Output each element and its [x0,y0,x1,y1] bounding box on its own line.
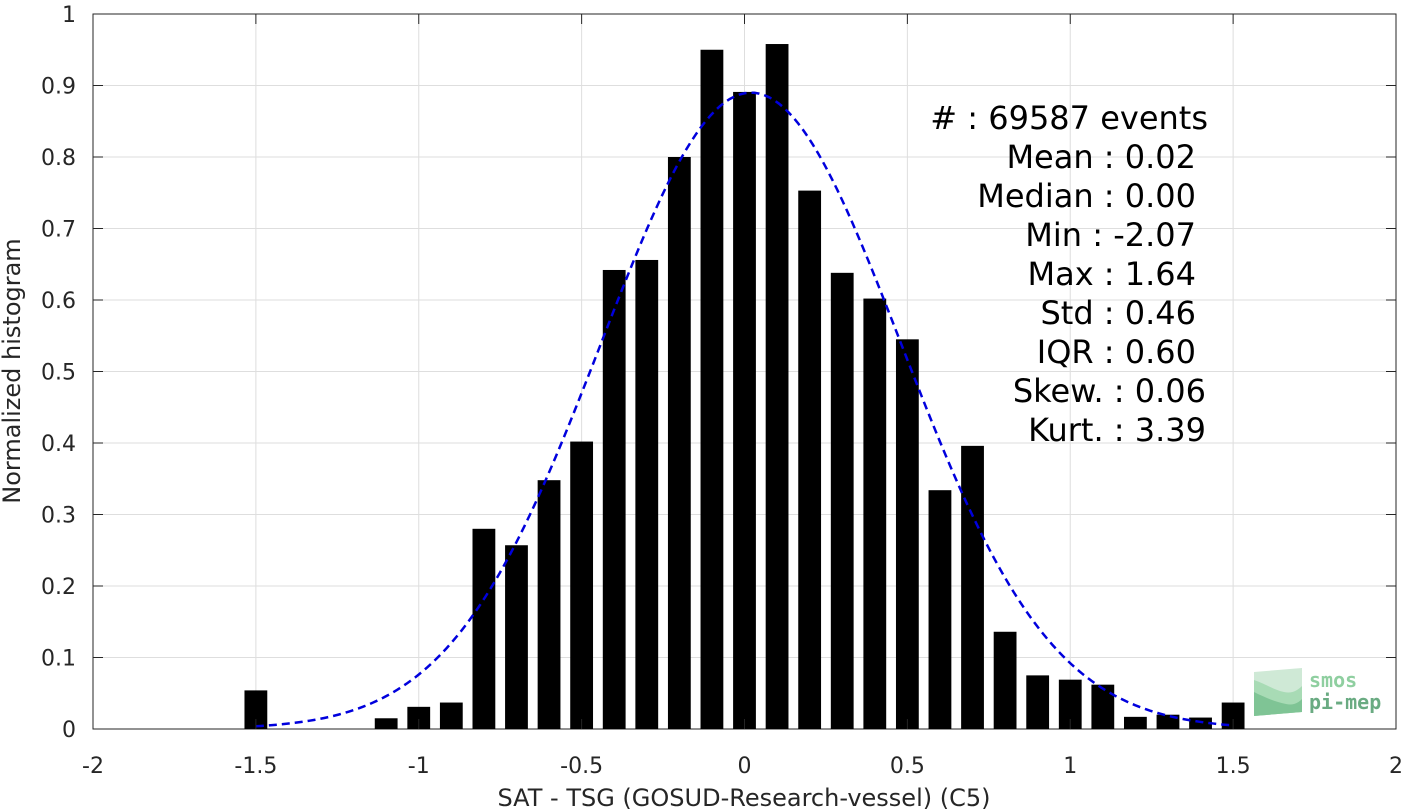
x-tick-label-7: 1.5 [1216,754,1251,779]
x-tick-label-1: -1.5 [234,754,277,779]
x-tick-label-3: -0.5 [560,754,603,779]
histogram-bar-19 [961,445,984,729]
y-tick-label-2: 0.2 [41,575,76,600]
smos-pi-mep-logo: smos pi-mep [1254,668,1381,716]
histogram-bar-22 [1058,679,1082,729]
y-tick-label-0: 0 [62,718,76,743]
x-axis-label: SAT - TSG (GOSUD-Research-vessel) (C5) [498,784,991,811]
histogram-bar-11 [700,49,724,729]
histogram-bar-15 [830,272,854,729]
histogram-bar-20 [993,631,1017,729]
stat-line-7: Skew. : 0.06 [1013,372,1206,410]
histogram-bar-2 [407,706,431,729]
y-axis-ticks: 0 0.1 0.2 0.3 0.4 0.5 0.6 0.7 0.8 0.9 1 [41,3,1396,743]
histogram-bar-4 [472,528,496,729]
y-tick-label-4: 0.4 [41,432,76,457]
x-tick-label-6: 1 [1063,754,1077,779]
x-tick-label-5: 0.5 [890,754,925,779]
histogram-bar-27 [1221,702,1245,729]
y-tick-label-5: 0.5 [41,361,76,386]
histogram-bar-1 [374,718,398,729]
stat-line-0: # : 69587 events [930,99,1208,137]
histogram-bar-17 [895,339,919,729]
stat-line-3: Min : -2.07 [1025,216,1196,254]
y-tick-label-8: 0.8 [41,146,76,171]
x-tick-label-4: 0 [738,754,752,779]
histogram-bar-7 [570,441,594,729]
x-tick-label-8: 2 [1389,754,1403,779]
gaussian-fit-curve [255,91,1234,728]
histogram-bar-13 [765,44,789,729]
logo-text-smos: smos [1309,668,1357,692]
histogram-bar-5 [505,545,528,729]
y-tick-label-9: 0.9 [41,75,76,100]
stat-line-4: Max : 1.64 [1027,255,1196,293]
x-axis-ticks: -2 -1.5 -1 -0.5 0 0.5 1 1.5 2 [82,14,1403,779]
histogram-bar-10 [667,157,691,729]
stat-line-6: IQR : 0.60 [1037,333,1196,371]
histogram-bar-0 [244,690,268,729]
histogram-bar-16 [863,298,887,729]
stat-line-1: Mean : 0.02 [1006,138,1196,176]
y-tick-label-1: 0.1 [41,647,76,672]
histogram-bar-23 [1091,684,1115,729]
y-tick-label-7: 0.7 [41,218,76,243]
y-axis-label: Normalized histogram [0,238,26,503]
histogram-bar-8 [602,269,626,729]
stat-line-2: Median : 0.00 [977,177,1196,215]
histogram-bar-21 [1026,675,1050,729]
histogram-bar-3 [439,702,463,729]
histogram-bar-6 [537,480,561,729]
histogram-bar-12 [733,91,756,729]
y-tick-label-10: 1 [62,3,76,28]
logo-wave-icon [1254,668,1302,716]
histogram-bar-9 [635,259,659,729]
stat-line-5: Std : 0.46 [1040,294,1196,332]
histogram-bars [244,44,1245,730]
x-tick-label-0: -2 [82,754,104,779]
stat-line-8: Kurt. : 3.39 [1028,411,1206,449]
x-tick-label-2: -1 [408,754,430,779]
logo-text-pi-mep: pi-mep [1309,690,1381,714]
y-tick-label-6: 0.6 [41,289,76,314]
y-tick-label-3: 0.3 [41,504,76,529]
histogram-bar-18 [928,490,952,729]
histogram-bar-14 [798,190,822,730]
histogram-bar-24 [1123,716,1147,729]
histogram-bar-26 [1189,717,1212,729]
